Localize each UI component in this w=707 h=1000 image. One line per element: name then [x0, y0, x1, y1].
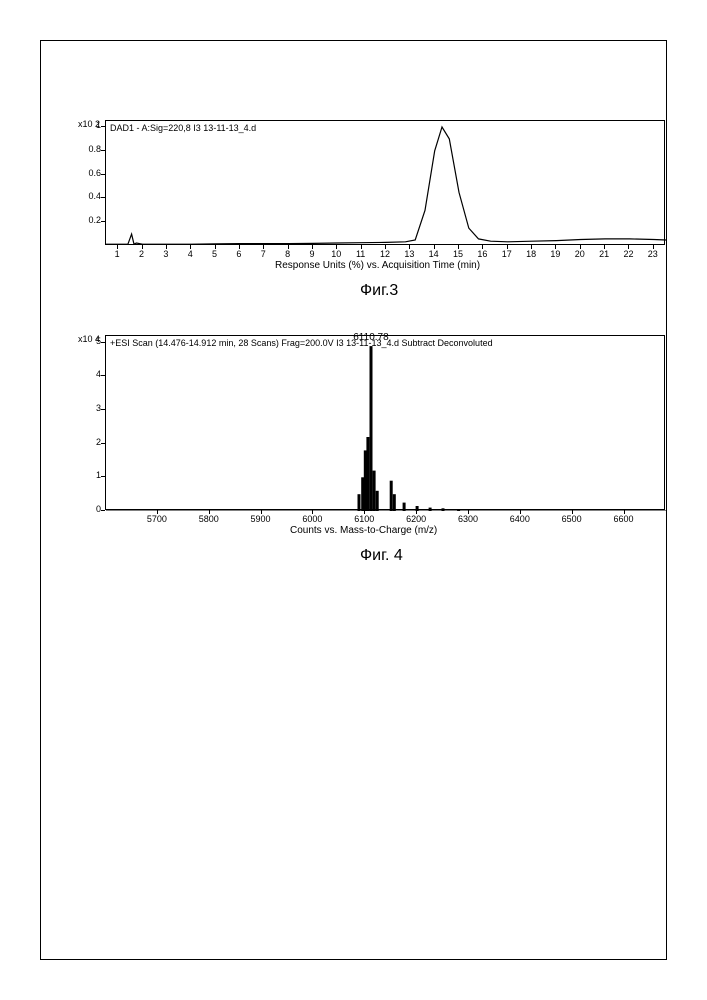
- chart1-ytick-mark: [101, 150, 105, 151]
- chart1-ytick-mark: [101, 197, 105, 198]
- chart1-caption: Фиг.3: [360, 282, 398, 300]
- chart1-xtick-label: 10: [331, 249, 341, 259]
- chart1-ytick-label: 1: [71, 120, 101, 130]
- chart1-xtick-label: 4: [188, 249, 193, 259]
- page: x10 2 DAD1 - A:Sig=220,8 I3 13-11-13_4.d…: [0, 0, 707, 1000]
- chart1-ytick-label: 0.4: [71, 191, 101, 201]
- chart2-xtick-label: 6300: [458, 514, 478, 524]
- chart1-xtick-label: 18: [526, 249, 536, 259]
- chart2-xtick-label: 6100: [354, 514, 374, 524]
- chart1-ytick-label: 0.8: [71, 144, 101, 154]
- chart1-xtick-label: 3: [163, 249, 168, 259]
- chart1-ytick-label: 0.6: [71, 168, 101, 178]
- chart2-ytick-label: 0: [71, 504, 101, 514]
- chart2-plot-area: +ESI Scan (14.476-14.912 min, 28 Scans) …: [105, 335, 665, 510]
- chart1-xtick-label: 1: [115, 249, 120, 259]
- chart1-xtick-label: 20: [575, 249, 585, 259]
- chart2-ytick-mark: [101, 409, 105, 410]
- chart2-ytick-mark: [101, 342, 105, 343]
- chart1-xtick-label: 16: [477, 249, 487, 259]
- chart1-trace: [106, 121, 666, 246]
- chart1-xtick-label: 15: [453, 249, 463, 259]
- chart1-xtick-label: 8: [285, 249, 290, 259]
- chart2-bars: [106, 336, 666, 511]
- chart1-xtick-label: 17: [502, 249, 512, 259]
- chart2-xtick-label: 6500: [562, 514, 582, 524]
- chart2-xtick-label: 6200: [406, 514, 426, 524]
- chart1-plot-area: DAD1 - A:Sig=220,8 I3 13-11-13_4.d: [105, 120, 665, 245]
- chart2-ytick-mark: [101, 510, 105, 511]
- chart2-xtick-label: 5700: [147, 514, 167, 524]
- chart1-ytick-mark: [101, 221, 105, 222]
- chart1-xtick-label: 9: [309, 249, 314, 259]
- chart2-ytick-mark: [101, 375, 105, 376]
- chart1-xtick-label: 22: [623, 249, 633, 259]
- chart2-ytick-label: 3: [71, 403, 101, 413]
- chart2-xtick-label: 5800: [199, 514, 219, 524]
- chart2-xtick-label: 6000: [302, 514, 322, 524]
- chart1-xtick-label: 11: [356, 249, 365, 259]
- chart2-caption: Фиг. 4: [360, 547, 403, 565]
- chart1-xtick-label: 19: [550, 249, 560, 259]
- chart1-xtick-label: 21: [599, 249, 609, 259]
- chart1-xtick-label: 5: [212, 249, 217, 259]
- chart1-xtick-label: 7: [261, 249, 266, 259]
- chart2-xtick-label: 6400: [510, 514, 530, 524]
- chart2-ytick-label: 4: [71, 369, 101, 379]
- chart1-xlabel: Response Units (%) vs. Acquisition Time …: [275, 260, 480, 271]
- chart1-ytick-mark: [101, 126, 105, 127]
- chart2-ytick-label: 5: [71, 336, 101, 346]
- chart1-xtick-label: 6: [236, 249, 241, 259]
- chart2-xtick-label: 5900: [251, 514, 271, 524]
- chart1-xtick-label: 12: [380, 249, 390, 259]
- chart1-ytick-label: 0.2: [71, 215, 101, 225]
- chart2-peak-label: 6110.78: [353, 332, 388, 343]
- chart2-xtick-label: 6600: [614, 514, 634, 524]
- chart2-ytick-mark: [101, 476, 105, 477]
- chart1-xtick-label: 13: [404, 249, 414, 259]
- chart1-ytick-mark: [101, 174, 105, 175]
- chart1-xtick-label: 14: [429, 249, 439, 259]
- chart2-xlabel: Counts vs. Mass-to-Charge (m/z): [290, 525, 437, 536]
- chart1-xtick-label: 2: [139, 249, 144, 259]
- chart2-ytick-label: 1: [71, 470, 101, 480]
- chart2-ytick-label: 2: [71, 437, 101, 447]
- chart2-ytick-mark: [101, 443, 105, 444]
- chart1-xtick-label: 23: [648, 249, 658, 259]
